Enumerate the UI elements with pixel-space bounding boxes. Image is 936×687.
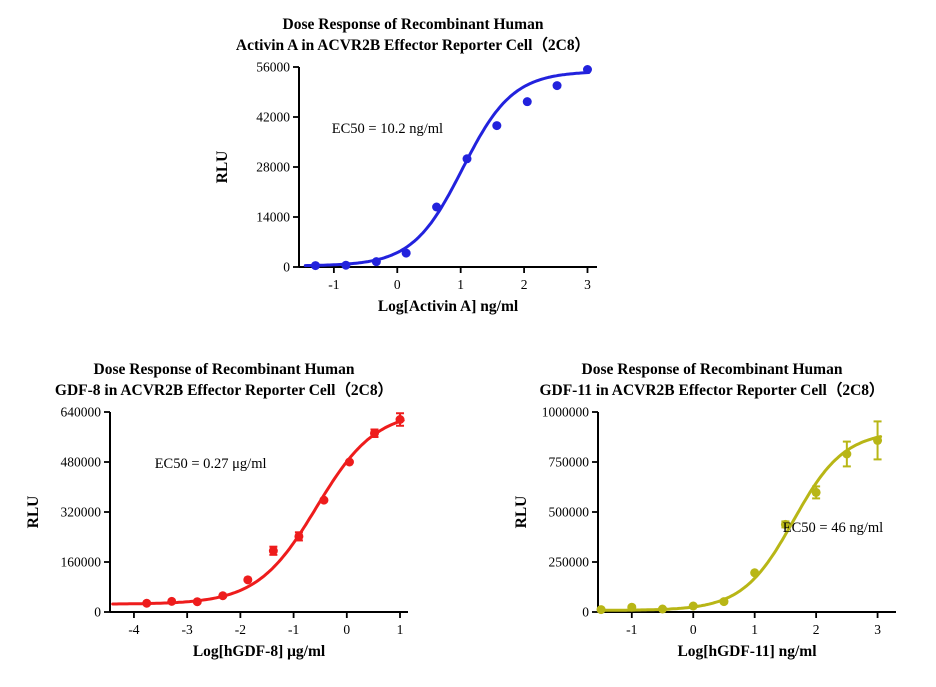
chart-gdf11-title-line1: Dose Response of Recombinant Human [581,360,843,378]
svg-text:0: 0 [394,277,401,292]
svg-text:EC50 = 46 ng/ml: EC50 = 46 ng/ml [783,520,883,536]
svg-text:RLU: RLU [514,495,530,528]
svg-text:-2: -2 [235,622,246,637]
chart-gdf11-title-line2: GDF-11 in ACVR2B Effector Reporter Cell（… [539,382,885,400]
svg-text:1000000: 1000000 [542,404,590,419]
svg-text:1: 1 [397,622,404,637]
svg-text:640000: 640000 [61,404,102,419]
svg-text:-1: -1 [626,622,637,637]
svg-text:RLU: RLU [26,495,42,528]
svg-text:320000: 320000 [61,504,102,519]
chart-gdf8-title: Dose Response of Recombinant Human GDF-8… [26,359,422,402]
chart-activin-a: Dose Response of Recombinant Human Activ… [188,14,638,319]
chart-activin-a-plot: -1 0 1 2 3 0 14000 28000 42000 56000 EC50 = 10.2 n… [215,59,597,315]
chart-activin-a-title: Dose Response of Recombinant Human Activ… [188,14,638,57]
svg-text:-1: -1 [288,622,299,637]
chart-gdf8-plot: -4 -3 -2 -1 0 1 0 160000 320000 480000 640000 EC50 … [26,404,408,660]
svg-text:28000: 28000 [256,159,290,174]
svg-text:3: 3 [874,622,881,637]
chart-activin-a-title-line1: Dose Response of Recombinant Human [282,16,544,33]
svg-text:500000: 500000 [549,504,590,519]
svg-text:750000: 750000 [549,454,590,469]
svg-text:2: 2 [813,622,820,637]
svg-text:0: 0 [94,604,101,619]
svg-text:0: 0 [343,622,350,637]
chart-gdf11: Dose Response of Recombinant Human GDF-1… [514,359,910,664]
svg-text:0: 0 [690,622,697,637]
svg-text:-4: -4 [128,622,139,637]
svg-text:Log[Activin A] ng/ml: Log[Activin A] ng/ml [378,298,519,315]
svg-text:EC50 = 10.2 ng/ml: EC50 = 10.2 ng/ml [332,121,443,137]
svg-text:160000: 160000 [61,554,102,569]
bottom-chart-row: Dose Response of Recombinant Human GDF-8… [0,359,936,664]
svg-text:1: 1 [457,277,464,292]
chart-gdf8-title-line1: Dose Response of Recombinant Human [93,360,355,378]
svg-text:0: 0 [283,259,290,274]
svg-text:1: 1 [751,622,758,637]
svg-text:2: 2 [521,277,528,292]
chart-activin-a-title-line2: Activin A in ACVR2B Effector Reporter Ce… [235,37,591,55]
svg-text:250000: 250000 [549,554,590,569]
chart-gdf11-plot: -1 0 1 2 3 0 250000 500000 750000 1000000 EC50 = 4… [514,404,896,660]
chart-gdf8: Dose Response of Recombinant Human GDF-8… [26,359,422,664]
svg-text:Log[hGDF-11] ng/ml: Log[hGDF-11] ng/ml [677,643,817,660]
svg-text:480000: 480000 [61,454,102,469]
svg-text:-3: -3 [182,622,193,637]
svg-text:0: 0 [582,604,589,619]
chart-gdf11-title: Dose Response of Recombinant Human GDF-1… [514,359,910,402]
svg-text:Log[hGDF-8] μg/ml: Log[hGDF-8] μg/ml [193,643,326,660]
chart-gdf8-title-line2: GDF-8 in ACVR2B Effector Reporter Cell（2… [54,382,394,400]
svg-text:3: 3 [584,277,591,292]
svg-text:14000: 14000 [256,209,290,224]
svg-text:56000: 56000 [256,59,290,74]
svg-text:RLU: RLU [215,150,231,183]
svg-text:-1: -1 [328,277,339,292]
svg-text:42000: 42000 [256,109,290,124]
svg-text:EC50 = 0.27 μg/ml: EC50 = 0.27 μg/ml [155,456,267,472]
